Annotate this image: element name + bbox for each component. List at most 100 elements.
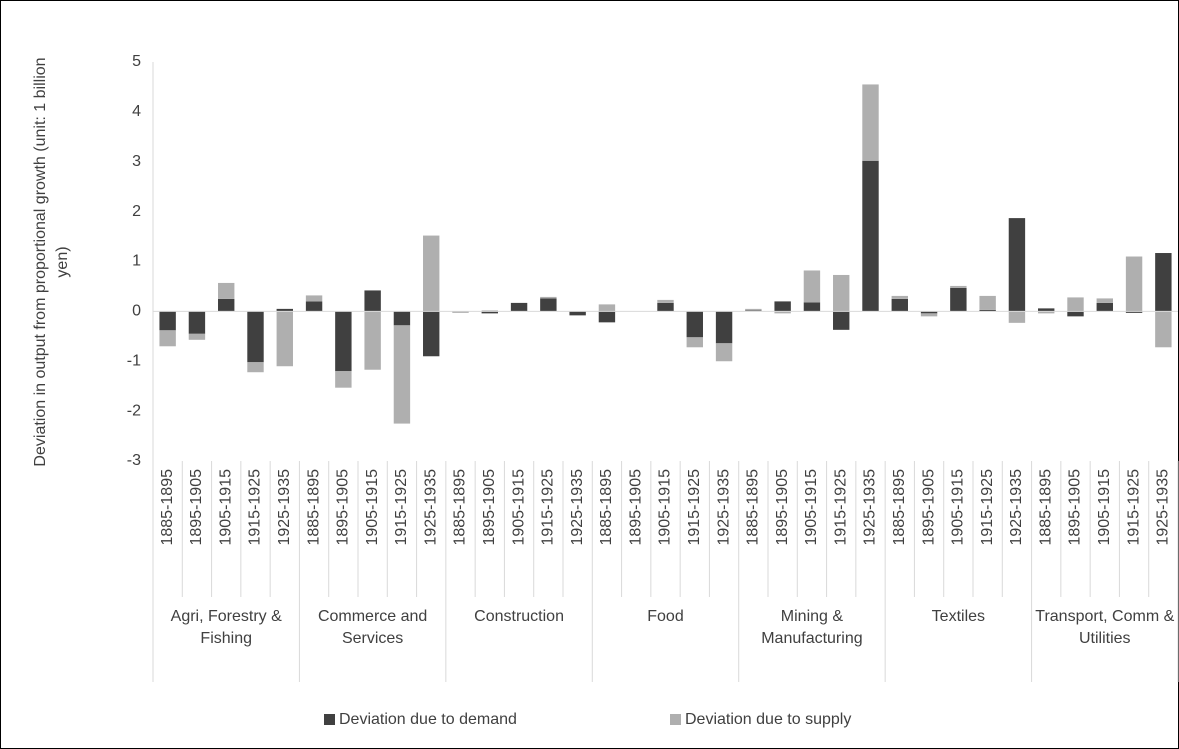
x-tick-label: 1915-1925: [247, 469, 264, 546]
bar-segment: [335, 311, 352, 372]
bar-segment: [715, 343, 733, 362]
y-tick-label: 5: [132, 53, 141, 70]
bar-segment: [540, 298, 557, 312]
x-tick-label: 1885-1895: [891, 469, 908, 546]
bar-segment: [218, 298, 235, 312]
group-label: Transport, Comm & Utilities: [1035, 608, 1175, 647]
y-axis-title: Deviation in output from proportional gr…: [32, 57, 71, 467]
x-tick-label: 1895-1905: [627, 469, 644, 546]
bar-segment: [1067, 297, 1084, 312]
bar-segment: [979, 309, 996, 312]
x-tick-label: 1885-1895: [452, 469, 469, 546]
x-tick-label: 1925-1935: [276, 469, 293, 546]
y-tick-label: 4: [132, 103, 141, 120]
bar-segment: [452, 311, 469, 313]
bar-segment: [364, 311, 381, 370]
x-tick-label: 1905-1915: [510, 469, 527, 546]
bar-segment: [1038, 311, 1055, 314]
x-tick-label: 1885-1895: [598, 469, 615, 546]
y-tick-label: 1: [132, 253, 141, 270]
bar-segment: [920, 311, 938, 314]
x-tick-label: 1895-1905: [335, 469, 352, 546]
legend-swatch: [324, 714, 335, 725]
x-tick-label: 1925-1935: [715, 469, 732, 546]
y-tick-label: 2: [132, 203, 141, 220]
x-tick-label: 1905-1915: [950, 469, 967, 546]
x-tick-label: 1925-1935: [1008, 469, 1025, 546]
x-tick-label: 1915-1925: [832, 469, 849, 546]
bar-segment: [305, 301, 323, 312]
group-label-box: Food: [647, 608, 683, 625]
bar-segment: [745, 308, 762, 311]
bar-segment: [686, 311, 703, 338]
legend-label: Deviation due to supply: [685, 711, 851, 728]
bar-segment: [218, 282, 235, 299]
bar-segment: [979, 295, 996, 310]
bar-segment: [1096, 302, 1113, 312]
bar-segment: [510, 302, 528, 312]
bar-segment: [950, 285, 967, 288]
x-tick-label: 1895-1905: [188, 469, 205, 546]
bar-segment: [393, 325, 411, 424]
x-tick-label: 1905-1915: [217, 469, 234, 546]
bar-segment: [891, 298, 908, 312]
group-label-box: Construction: [474, 608, 564, 625]
x-tick-label: 1905-1915: [1096, 469, 1113, 546]
bar-segment: [188, 333, 206, 340]
x-tick-label: 1915-1925: [686, 469, 703, 546]
bar-segment: [423, 311, 440, 357]
x-tick-label: 1905-1915: [364, 469, 381, 546]
bar-segment: [657, 299, 674, 303]
bar-segment: [774, 301, 791, 312]
bar-segment: [335, 371, 352, 388]
bar-segment: [540, 296, 557, 299]
bar-segment: [715, 311, 733, 344]
group-label: Commerce and Services: [317, 608, 428, 647]
group-label: Construction: [474, 608, 564, 625]
bar-segment: [276, 311, 293, 367]
x-tick-label: 1895-1905: [774, 469, 791, 546]
x-tick-label: 1885-1895: [159, 469, 176, 546]
bar-segment: [1155, 311, 1172, 348]
bar-segment: [598, 311, 616, 323]
bar-segment: [803, 270, 821, 303]
group-label: Agri, Forestry & Fishing: [170, 608, 282, 647]
x-tick-label: 1885-1895: [305, 469, 322, 546]
x-tick-label: 1925-1935: [862, 469, 879, 546]
x-tick-label: 1915-1925: [1125, 469, 1142, 546]
bar-segment: [393, 311, 411, 326]
group-label-box: Mining & Manufacturing: [761, 608, 863, 647]
x-tick-label: 1905-1915: [657, 469, 674, 546]
bar-segment: [247, 311, 264, 363]
bar-segment: [1008, 218, 1026, 312]
bar-segment: [569, 311, 586, 316]
bar-segment: [774, 311, 791, 314]
group-label-box: Commerce and Services: [317, 608, 428, 647]
group-label-box: Agri, Forestry & Fishing: [170, 608, 282, 647]
x-tick-label: 1915-1925: [979, 469, 996, 546]
bar-segment: [276, 308, 293, 312]
bar-segment: [1125, 311, 1143, 313]
bar-segment: [1125, 256, 1143, 312]
bar-segment: [481, 311, 498, 314]
x-tick-label: 1925-1935: [1155, 469, 1172, 546]
bar-segment: [1067, 311, 1084, 317]
x-tick-label: 1915-1925: [540, 469, 557, 546]
y-tick-label: -2: [127, 402, 141, 419]
bar-segment: [1096, 298, 1113, 303]
bar-segment: [598, 304, 616, 312]
group-label: Mining & Manufacturing: [761, 608, 863, 647]
y-tick-label: 0: [132, 303, 141, 320]
y-tick-label: -3: [127, 452, 141, 469]
bar-segment: [1155, 253, 1172, 312]
x-tick-label: 1905-1915: [803, 469, 820, 546]
x-tick-label: 1885-1895: [745, 469, 762, 546]
bar-segment: [364, 290, 381, 312]
x-tick-label: 1885-1895: [1037, 469, 1054, 546]
bar-segment: [803, 302, 821, 312]
y-tick-label: 3: [132, 153, 141, 170]
x-tick-label: 1895-1905: [1067, 469, 1084, 546]
